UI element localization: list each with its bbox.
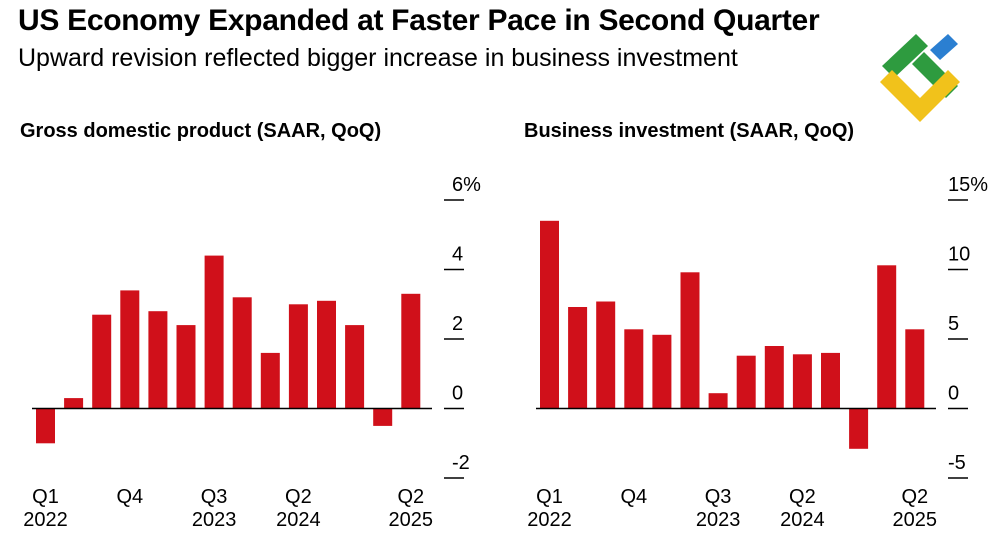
bi-bar: Q2 2022: 7.3	[568, 307, 588, 409]
gdp-x-tick-year: 2024	[276, 509, 321, 531]
bi-x-tick-label: Q1	[536, 486, 563, 508]
gdp-x-tick-label: Q2	[397, 486, 424, 508]
bi-x-tick-year: 2024	[780, 509, 825, 531]
gdp-y-tick-label: -2	[452, 452, 470, 474]
bi-bar: Q4 2023: 3.8	[736, 355, 756, 409]
gdp-x-tick-year: 2022	[23, 509, 68, 531]
gdp-y-tick-label: 4	[452, 244, 463, 266]
bi-bar: Q2 2025: 5.7	[905, 329, 925, 409]
bi-bar: Q1 2024: 4.5	[764, 346, 784, 409]
gdp-bar: Q1 2022: -1	[36, 408, 55, 444]
bi-x-tick-year: 2025	[893, 509, 938, 531]
bi-bar: Q1 2023: 5.3	[652, 334, 672, 409]
bi-y-tick-label: 5	[948, 313, 959, 335]
bi-bar: Q4 2022: 5.7	[624, 329, 644, 409]
gdp-bar: Q4 2023: 3.2	[232, 297, 252, 409]
gdp-bar: Q1 2025: -0.5	[373, 408, 393, 426]
gdp-x-tick-label: Q4	[116, 486, 143, 508]
bi-x-tick-label: Q2	[789, 486, 816, 508]
gdp-x-tick-year: 2023	[192, 509, 237, 531]
gdp-bar: Q4 2022: 3.4	[120, 290, 140, 409]
bi-bar: Q4 2024: -2.9	[849, 408, 869, 449]
bi-x-tick-label: Q4	[620, 486, 647, 508]
gdp-chart-title: Gross domestic product (SAAR, QoQ)	[20, 120, 382, 142]
gdp-x-tick-year: 2025	[389, 509, 434, 531]
bi-bar: Q3 2024: 4	[821, 352, 840, 409]
gdp-bar: Q1 2024: 1.6	[260, 352, 280, 409]
bi-x-tick-label: Q2	[901, 486, 928, 508]
bi-bar: Q2 2023: 9.8	[680, 272, 700, 409]
bi-bar: Q1 2022: 13.5	[540, 220, 559, 409]
gdp-y-tick-label: 6%	[452, 174, 481, 196]
bi-y-tick-label: 10	[948, 244, 970, 266]
gdp-bar: Q3 2024: 3.1	[317, 300, 336, 409]
gdp-x-tick-label: Q1	[32, 486, 59, 508]
gdp-y-tick-label: 0	[452, 383, 463, 405]
brand-logo-icon	[880, 34, 960, 122]
bi-y-tick-label: -5	[948, 452, 966, 474]
gdp-bar: Q3 2023: 4.4	[204, 255, 224, 409]
page-title: US Economy Expanded at Faster Pace in Se…	[18, 4, 820, 37]
bi-x-tick-year: 2022	[527, 509, 572, 531]
page-subtitle: Upward revision reflected bigger increas…	[18, 44, 738, 72]
bi-x-tick-label: Q3	[705, 486, 732, 508]
bi-bar: Q3 2022: 7.7	[596, 301, 616, 409]
business-investment-chart-title: Business investment (SAAR, QoQ)	[524, 120, 855, 142]
bi-y-tick-label: 0	[948, 383, 959, 405]
bi-bar: Q3 2023: 1.1	[708, 393, 728, 409]
bi-bar: Q2 2024: 3.9	[792, 354, 812, 409]
bi-bar: Q1 2025: 10.3	[877, 265, 897, 409]
gdp-bar: Q2 2022: 0.3	[64, 398, 84, 409]
gdp-x-tick-label: Q3	[201, 486, 228, 508]
gdp-bar: Q2 2024: 3	[288, 304, 308, 409]
bi-x-tick-year: 2023	[696, 509, 741, 531]
gdp-bar: Q2 2025: 3.3	[401, 293, 421, 409]
gdp-x-tick-label: Q2	[285, 486, 312, 508]
gdp-bar: Q1 2023: 2.8	[148, 311, 168, 409]
gdp-bar: Q3 2022: 2.7	[92, 314, 112, 409]
bi-y-tick-label: 15%	[948, 174, 988, 196]
gdp-bar: Q2 2023: 2.4	[176, 325, 196, 409]
gdp-y-tick-label: 2	[452, 313, 463, 335]
gdp-bar: Q4 2024: 2.4	[345, 325, 365, 409]
